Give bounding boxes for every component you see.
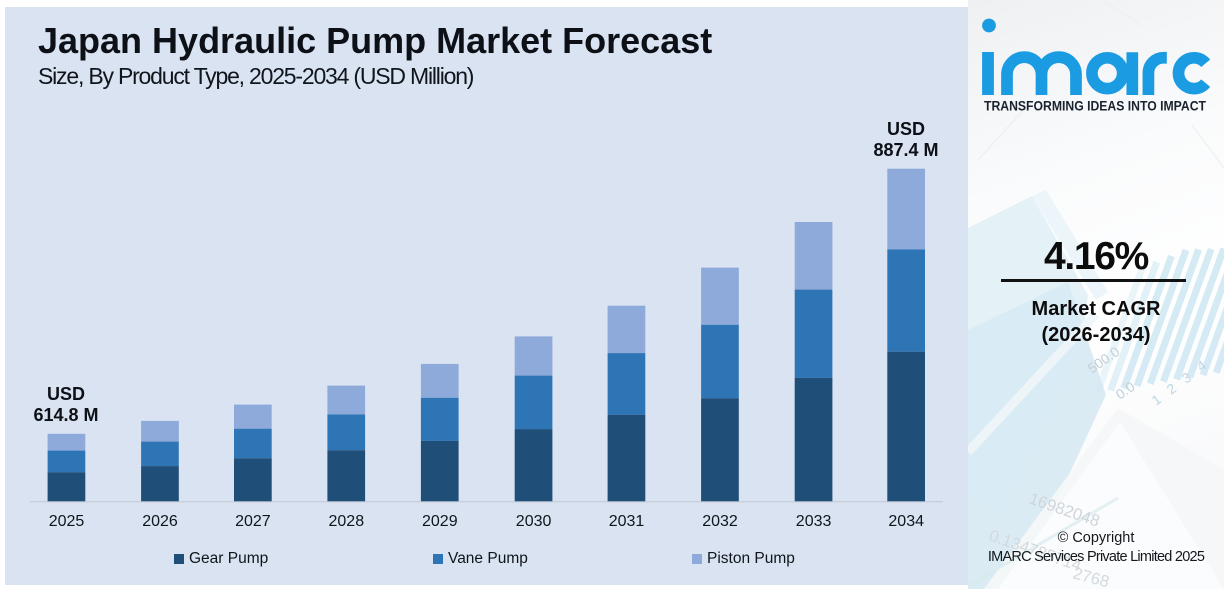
svg-text:1: 1	[1149, 391, 1165, 409]
svg-text:2: 2	[1164, 380, 1180, 398]
svg-text:TRANSFORMING IDEAS INTO IMPACT: TRANSFORMING IDEAS INTO IMPACT	[984, 99, 1206, 115]
